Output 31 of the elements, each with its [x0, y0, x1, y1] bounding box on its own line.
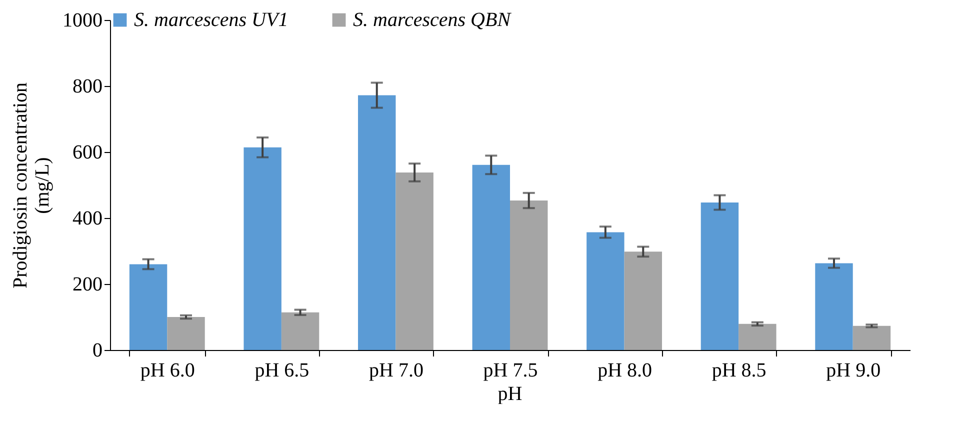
bar — [129, 264, 168, 350]
bar — [586, 232, 624, 350]
y-tick-label: 1000 — [62, 10, 102, 32]
x-tick-label: pH 8.0 — [598, 360, 652, 382]
x-tick-label: pH 6.5 — [254, 360, 310, 382]
bar — [358, 95, 396, 350]
x-tick-label: pH 6.0 — [140, 360, 195, 382]
bar — [244, 147, 282, 350]
bar — [167, 317, 205, 350]
y-tick-label: 400 — [72, 208, 102, 230]
y-tick-label: 200 — [72, 274, 102, 296]
y-tick-label: 600 — [72, 142, 102, 164]
bar — [510, 200, 548, 350]
x-axis-title: pH — [498, 383, 522, 405]
x-tick-label: pH 7.0 — [368, 360, 424, 382]
bar — [700, 202, 739, 350]
bar — [624, 252, 662, 350]
bar — [281, 312, 320, 350]
y-tick-label: 0 — [92, 340, 102, 362]
y-axis-title: Prodigiosin concentration (mg/L) — [10, 82, 54, 289]
x-tick-label: pH 9.0 — [826, 360, 881, 382]
bar — [396, 172, 434, 350]
y-tick-label: 800 — [72, 76, 102, 98]
bar — [738, 324, 776, 350]
bar — [852, 326, 891, 350]
x-tick-label: pH 7.5 — [483, 360, 538, 382]
x-tick-label: pH 8.5 — [712, 360, 766, 382]
bar — [472, 164, 510, 350]
legend-label: S. marcescens QBN — [353, 9, 512, 31]
legend-label: S. marcescens UV1 — [134, 9, 288, 31]
bar — [815, 263, 853, 350]
